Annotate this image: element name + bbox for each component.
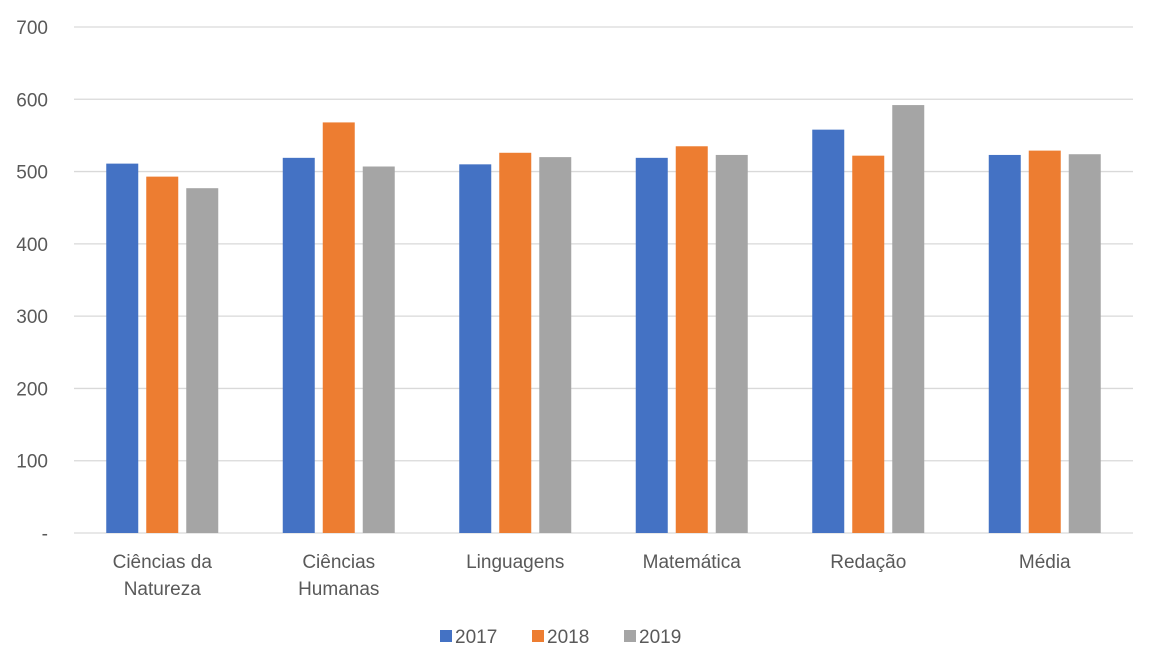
bar-2018 — [322, 122, 355, 533]
bar-2019 — [715, 154, 748, 533]
y-tick-label: 200 — [16, 379, 48, 400]
bar-2017 — [635, 157, 668, 533]
y-tick-label: 600 — [16, 90, 48, 111]
y-tick-label: 300 — [16, 307, 48, 328]
legend-swatch-2017 — [440, 630, 452, 642]
bar-2017 — [459, 164, 492, 534]
bar-2017 — [812, 129, 845, 533]
y-tick-label: 100 — [16, 452, 48, 473]
bar-2019 — [539, 157, 572, 533]
legend-label-2017: 2017 — [455, 627, 497, 648]
gridlines — [74, 26, 1133, 534]
bar-2017 — [282, 157, 315, 533]
x-category-label: Ciências da Natureza — [113, 552, 213, 600]
legend: 2017 2018 2019 — [440, 627, 681, 648]
bar-2018 — [852, 155, 885, 533]
x-category-label: Média — [1019, 552, 1071, 573]
bars — [106, 105, 1101, 534]
legend-swatch-2018 — [532, 630, 544, 642]
bar-2018 — [146, 176, 179, 534]
bar-2019 — [186, 188, 219, 533]
x-category-label: Ciências Humanas — [298, 552, 379, 600]
bar-2019 — [1068, 154, 1101, 534]
bar-2017 — [106, 163, 139, 533]
y-axis: - 100 200 300 400 500 600 700 — [16, 18, 48, 545]
bar-2019 — [362, 166, 395, 534]
legend-label-2019: 2019 — [639, 627, 681, 648]
x-category-label: Matemática — [643, 552, 742, 573]
x-category-label: Redação — [830, 552, 906, 573]
y-tick-label: - — [42, 524, 48, 545]
bar-2018 — [499, 152, 532, 533]
y-tick-label: 400 — [16, 235, 48, 256]
x-category-label: Linguagens — [466, 552, 564, 573]
bar-2017 — [988, 154, 1021, 533]
x-axis: Ciências da Natureza Ciências Humanas Lingua… — [113, 552, 1071, 600]
legend-swatch-2019 — [624, 630, 636, 642]
bar-2018 — [675, 146, 708, 533]
legend-label-2018: 2018 — [547, 627, 589, 648]
y-tick-label: 500 — [16, 163, 48, 184]
bar-2019 — [892, 105, 925, 533]
y-tick-label: 700 — [16, 18, 48, 39]
bar-2018 — [1028, 150, 1061, 533]
